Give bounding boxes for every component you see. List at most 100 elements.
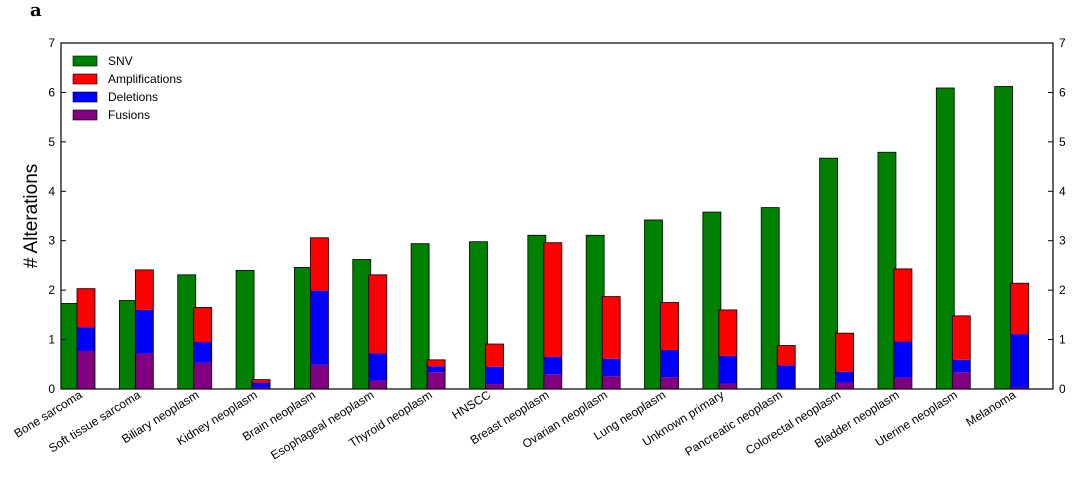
legend-swatch-deletions xyxy=(72,91,98,103)
bar-deletions xyxy=(835,371,854,383)
bar-amplifications xyxy=(193,307,212,343)
bar-cnv-outline xyxy=(193,307,213,390)
bar-cnv-outline xyxy=(368,274,388,390)
bar-fusions xyxy=(77,350,95,389)
bar-snv xyxy=(352,259,372,390)
x-category-label: Melanoma xyxy=(963,388,1018,430)
y-axis-right: 0 1 2 3 4 5 6 7 xyxy=(1048,36,1066,396)
bar-snv xyxy=(819,157,838,390)
bar-snv xyxy=(60,303,80,390)
bar-deletions xyxy=(427,366,446,373)
bar-cnv-outline xyxy=(251,379,271,390)
bar-fusions xyxy=(310,364,329,389)
bars-group xyxy=(60,86,1030,390)
y-tick-label-left: 4 xyxy=(48,184,55,198)
bar-snv xyxy=(294,267,313,390)
bar-cnv-outline xyxy=(485,343,504,390)
bar-snv xyxy=(235,269,255,390)
bar-cnv-outline xyxy=(718,309,738,390)
y-tick-label-right: 3 xyxy=(1059,234,1066,248)
bar-amplifications xyxy=(835,333,854,372)
bar-fusions xyxy=(252,387,271,389)
y-tick-label-right: 0 xyxy=(1059,382,1066,396)
y-tick-label-left: 0 xyxy=(48,382,55,396)
bar-fusions xyxy=(835,382,854,389)
bar-snv xyxy=(527,234,547,390)
bar-deletions xyxy=(368,353,387,381)
bar-cnv-outline xyxy=(134,269,154,390)
bar-cnv-outline xyxy=(776,345,796,390)
y-tick-label-left: 3 xyxy=(48,234,55,248)
legend-label-snv: SNV xyxy=(108,54,133,68)
bar-amplifications xyxy=(602,296,621,359)
bar-fusions xyxy=(1010,387,1029,389)
y-tick-label-left: 1 xyxy=(48,333,55,347)
bar-amplifications xyxy=(660,302,679,350)
bar-cnv-outline xyxy=(601,296,621,390)
y-tick-label-left: 5 xyxy=(48,135,55,149)
bar-amplifications xyxy=(135,269,154,310)
bar-deletions xyxy=(310,290,329,365)
legend-swatch-amplifications xyxy=(72,73,98,85)
bar-snv xyxy=(935,87,955,390)
bar-amplifications xyxy=(952,315,971,360)
bar-deletions xyxy=(718,355,737,384)
bar-amplifications xyxy=(368,274,387,354)
y-tick-label-left: 2 xyxy=(48,283,55,297)
bar-snv xyxy=(760,207,780,390)
x-category-label: Esophageal neoplasm xyxy=(268,388,376,463)
y-tick-label-left: 6 xyxy=(48,85,55,99)
y-tick-label-right: 7 xyxy=(1059,36,1066,50)
bar-cnv-outline xyxy=(951,315,971,390)
bar-snv xyxy=(702,211,722,390)
bar-cnv-outline xyxy=(543,242,563,390)
bar-fusions xyxy=(193,362,212,389)
bar-amplifications xyxy=(77,288,95,328)
bar-fusions xyxy=(952,372,971,389)
bar-cnv-outline xyxy=(310,237,329,390)
bar-deletions xyxy=(893,341,912,378)
bar-cnv-outline xyxy=(893,268,913,390)
legend-label-amplifications: Amplifications xyxy=(108,72,182,86)
y-tick-label-right: 5 xyxy=(1059,135,1066,149)
bar-fusions xyxy=(485,384,504,389)
bar-fusions xyxy=(718,383,737,389)
bar-cnv-outline xyxy=(76,288,96,390)
bar-amplifications xyxy=(485,344,504,367)
bar-snv xyxy=(118,300,138,390)
bar-fusions xyxy=(427,372,446,389)
bar-deletions xyxy=(660,349,679,378)
legend-swatch-snv xyxy=(72,55,98,67)
bar-fusions xyxy=(135,353,154,389)
bar-amplifications xyxy=(1010,283,1029,335)
bar-cnv-outline xyxy=(426,359,446,390)
bar-amplifications xyxy=(543,242,562,357)
bar-snv xyxy=(644,219,663,390)
x-category-label: Colorectal neoplasm xyxy=(743,388,843,458)
x-category-label: HNSCC xyxy=(449,387,493,422)
bar-snv xyxy=(994,86,1014,390)
bar-amplifications xyxy=(777,345,796,366)
bar-amplifications xyxy=(893,268,912,342)
y-tick-label-right: 6 xyxy=(1059,85,1066,99)
y-tick-label-right: 4 xyxy=(1059,184,1066,198)
bar-deletions xyxy=(77,327,95,351)
y-axis-title: # Alterations xyxy=(21,164,42,269)
bar-fusions xyxy=(602,376,621,389)
bar-deletions xyxy=(1010,334,1029,388)
y-axis-left: 0 1 2 3 4 5 6 7 xyxy=(48,36,66,396)
x-category-label: Pancreatic neoplasm xyxy=(682,388,784,459)
bar-fusions xyxy=(543,374,562,389)
bar-deletions xyxy=(193,342,212,363)
bar-deletions xyxy=(777,365,796,389)
bar-deletions xyxy=(602,358,621,377)
bar-snv xyxy=(469,241,488,390)
panel-label: a xyxy=(30,0,42,21)
legend: SNV Amplifications Deletions Fusions xyxy=(72,54,182,122)
bar-cnv-outline xyxy=(660,302,679,390)
bar-fusions xyxy=(893,377,912,389)
bar-snv xyxy=(585,234,605,390)
bar-fusions xyxy=(660,377,679,389)
